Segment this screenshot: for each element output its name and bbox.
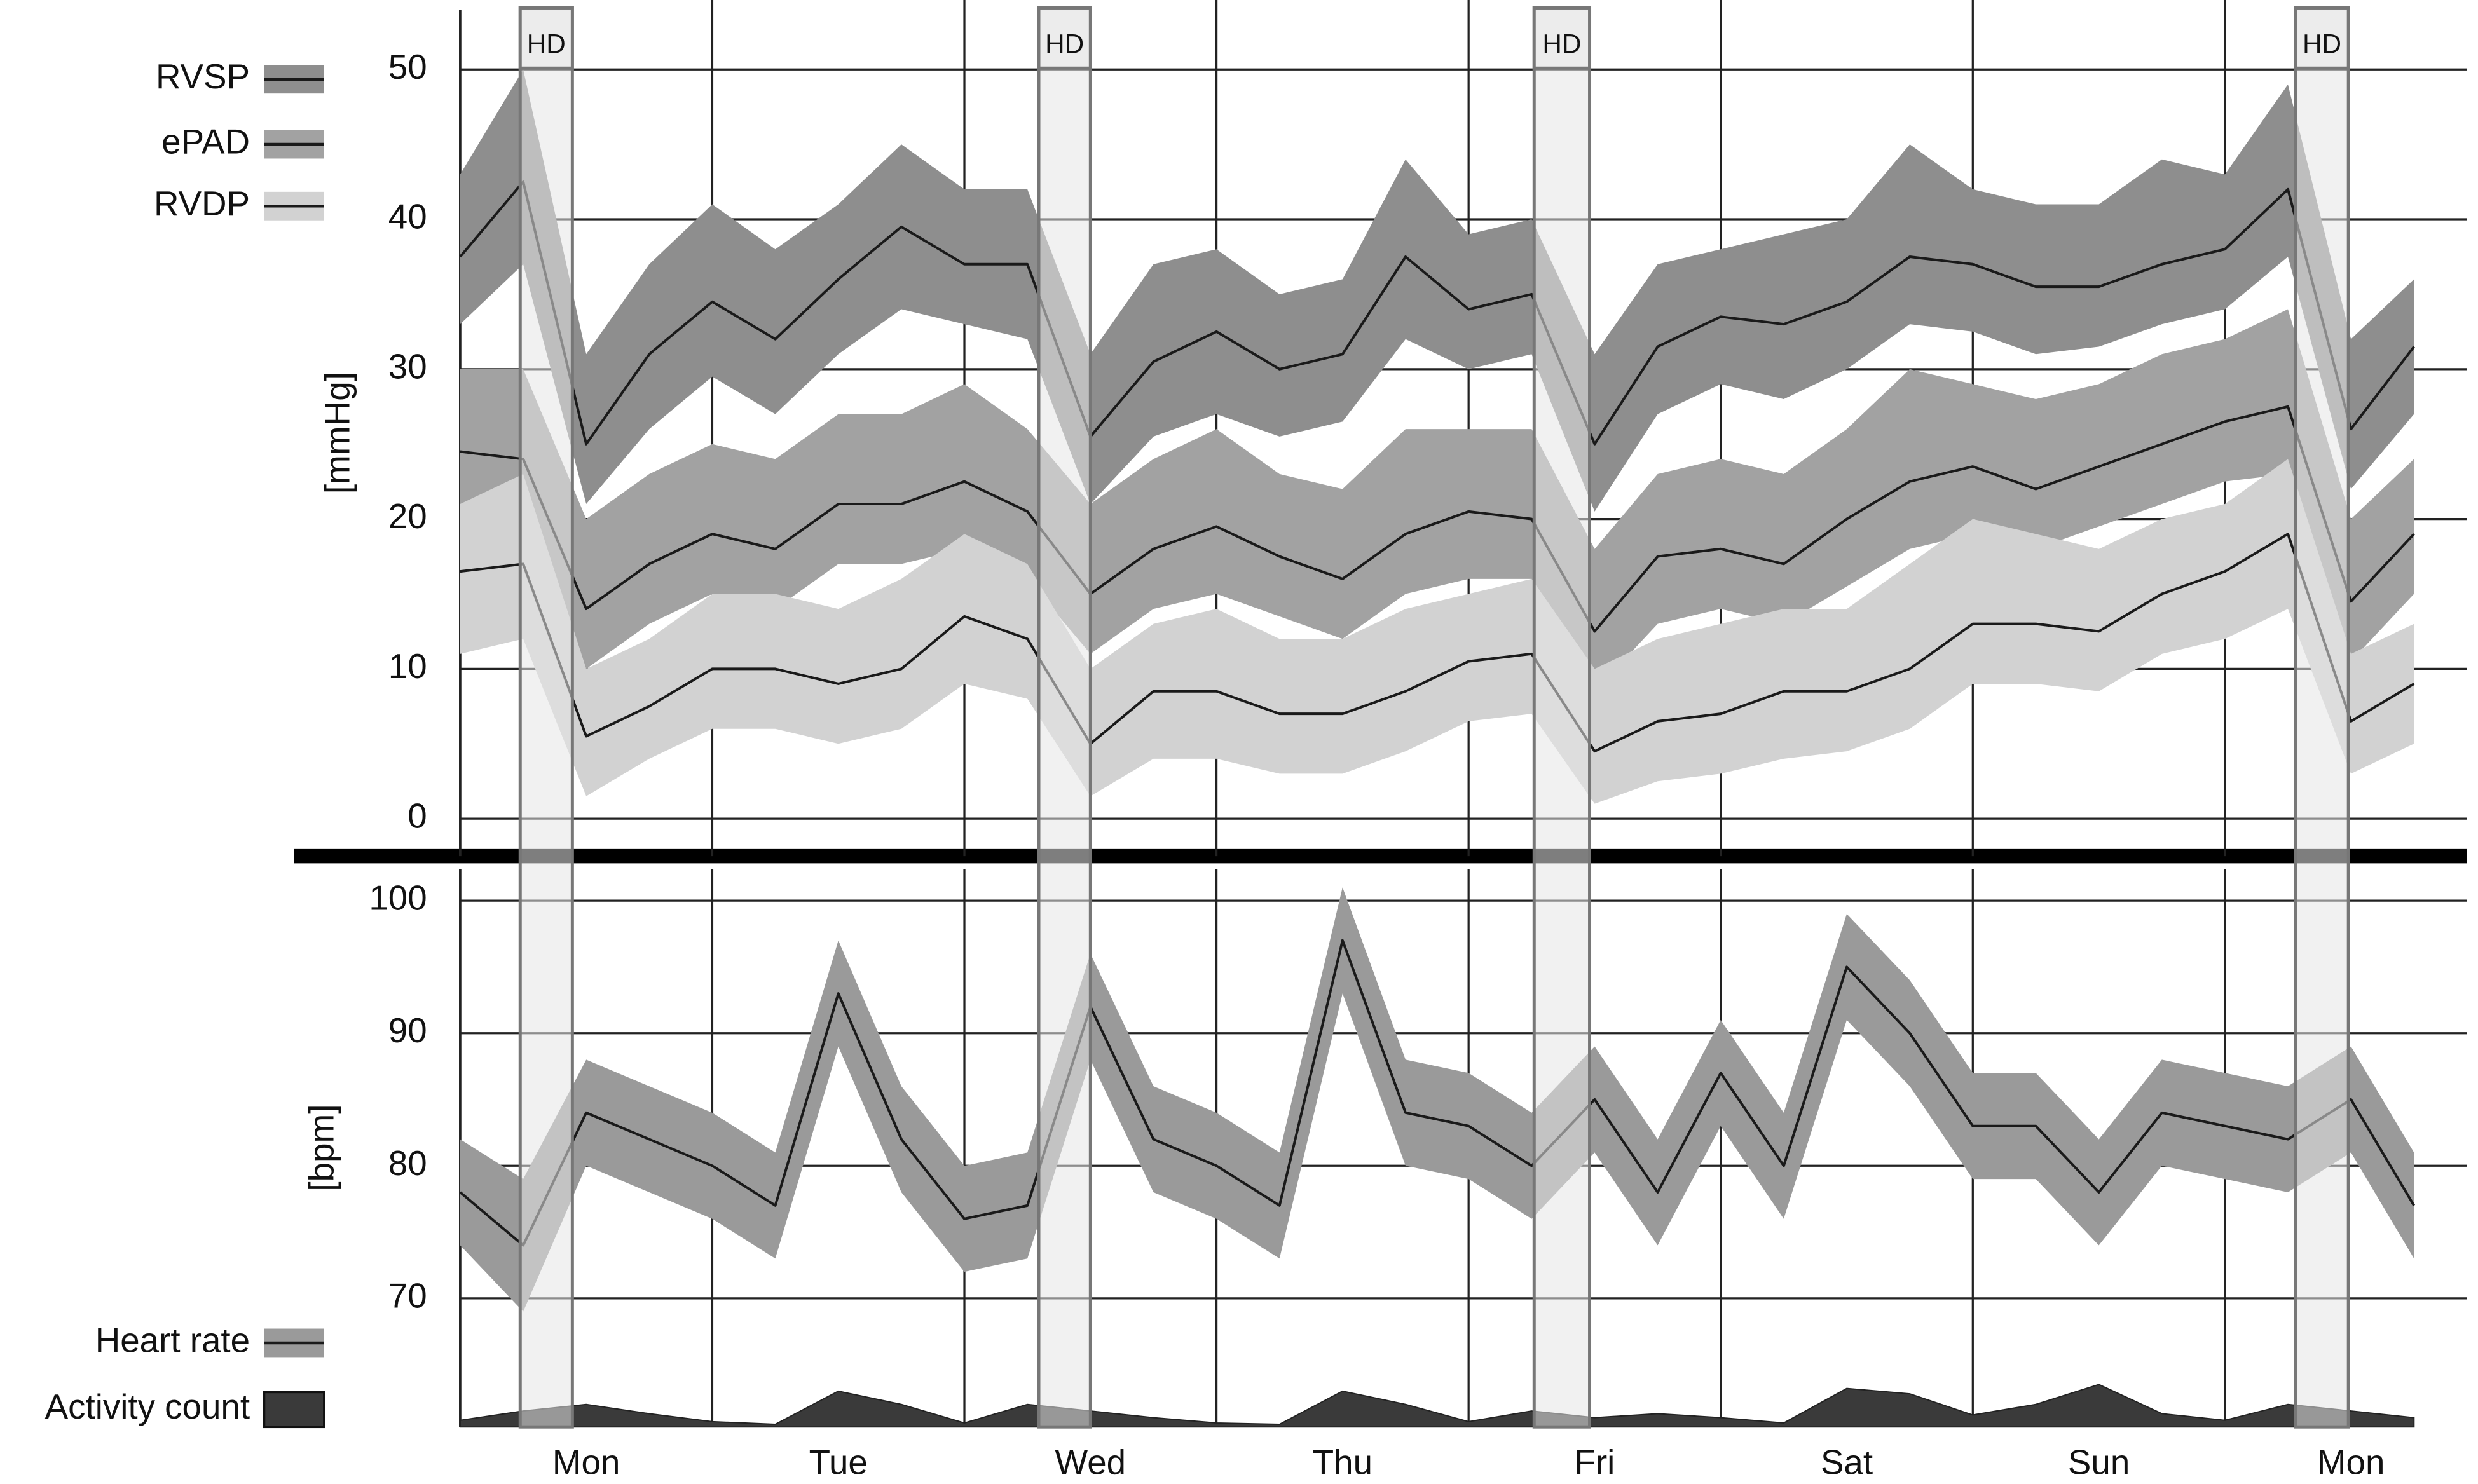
y-axis-label: [bpm] (301, 1105, 341, 1192)
series-line (460, 405, 2415, 633)
overlay-layer: HD HD HD HD (518, 6, 2350, 1429)
hd-label: HD (2303, 29, 2341, 58)
y-tick-label: 50 (388, 47, 427, 86)
x-tick-label: Mon (2317, 1442, 2385, 1481)
y-axis-label: [mmHg] (317, 372, 357, 494)
y-tick-label: 0 (407, 796, 427, 836)
y-tick-label: 100 (369, 878, 427, 918)
x-tick-label: Thu (1313, 1442, 1372, 1481)
hd-period (1532, 6, 1592, 1429)
y-tick-label: 40 (388, 196, 427, 236)
hd-label: HD (527, 29, 566, 58)
y-tick-label: 20 (388, 496, 427, 536)
range-band (460, 309, 2414, 691)
series-line (459, 180, 2415, 446)
activity-area (459, 1384, 2415, 1428)
y-tick-label: 10 (388, 646, 427, 686)
x-tick-label: Tue (809, 1442, 868, 1481)
series-line (460, 533, 2415, 753)
lines-layer (459, 180, 2416, 1428)
x-tick-label: Sat (1821, 1442, 1873, 1481)
y-tick-label: 70 (388, 1276, 427, 1315)
legend-label: RVDP (154, 184, 250, 223)
x-tick-label: Sun (2068, 1442, 2130, 1481)
legend-label: RVSP (156, 57, 250, 96)
legend-label: Heart rate (95, 1320, 250, 1359)
legend-label: ePAD (161, 121, 250, 161)
x-tick-label: Mon (552, 1442, 620, 1481)
hd-label-box (1532, 6, 1592, 70)
hd-label: HD (1542, 29, 1581, 58)
y-tick-label: 90 (388, 1011, 427, 1050)
legend-swatch (263, 1391, 325, 1429)
labels-layer: 0 10 20 30 40 50 [mmHg] RVSP ePAD RVDP 70 80 90 100 [b… (45, 47, 2385, 1482)
hd-period (1037, 6, 1092, 1429)
x-tick-label: Wed (1055, 1442, 1126, 1481)
hd-label-box (1037, 6, 1092, 70)
bands-layer (460, 69, 2414, 1312)
hd-period (518, 6, 574, 1429)
hd-label-box (2294, 6, 2350, 70)
hd-label-box (518, 6, 574, 70)
hd-label: HD (1045, 29, 1084, 58)
x-tick-label: Fri (1575, 1442, 1615, 1481)
y-tick-label: 80 (388, 1143, 427, 1183)
legend-label: Activity count (45, 1387, 250, 1426)
hd-period (2294, 6, 2350, 1429)
series-line (459, 939, 2416, 1247)
y-tick-label: 30 (388, 346, 427, 386)
range-band (460, 69, 2414, 512)
range-band (460, 887, 2414, 1312)
